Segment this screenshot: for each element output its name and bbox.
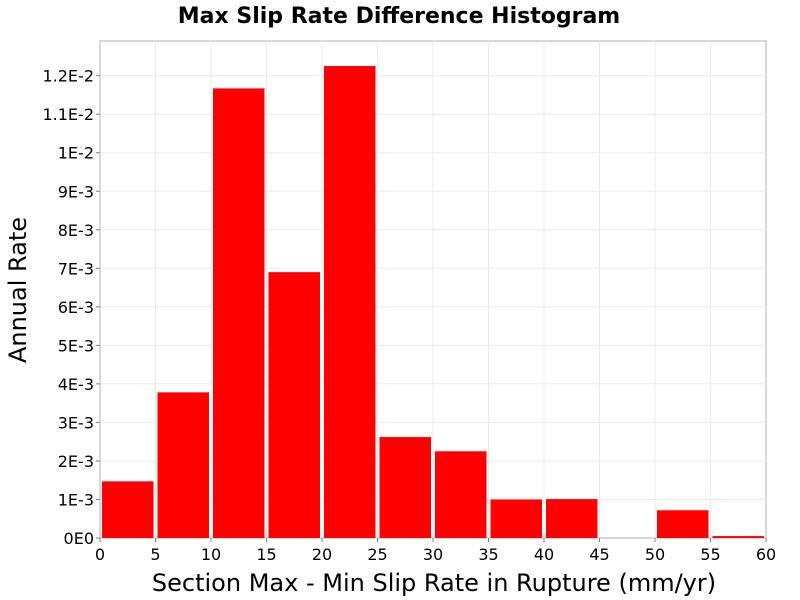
y-tick-label: 1E-2: [58, 144, 94, 163]
histogram-bar: [379, 437, 431, 538]
x-tick-label: 40: [534, 545, 554, 564]
y-axis-label: Annual Rate: [4, 217, 32, 363]
x-tick-label: 25: [367, 545, 387, 564]
y-tick-label: 7E-3: [58, 259, 94, 278]
x-tick-label: 60: [756, 545, 776, 564]
histogram-bar: [213, 88, 265, 539]
y-tick-label: 6E-3: [58, 298, 94, 317]
x-tick-label: 20: [312, 545, 332, 564]
y-axis-ticks: 0E0 1E-3 2E-3 3E-3 4E-3 5E-3 6E-3 7E-3 8E-3 9E-3 1…: [42, 67, 100, 548]
histogram-bar: [324, 66, 376, 538]
histogram-bar: [657, 510, 709, 538]
histogram-bar: [435, 451, 487, 538]
x-tick-label: 15: [256, 545, 276, 564]
y-tick-label: 4E-3: [58, 375, 94, 394]
histogram-bar: [268, 272, 320, 538]
y-tick-label: 5E-3: [58, 336, 94, 355]
histogram-bar: [712, 536, 764, 538]
y-tick-label: 1E-3: [58, 490, 94, 509]
x-tick-label: 5: [150, 545, 160, 564]
histogram-bar: [157, 392, 209, 538]
x-tick-label: 35: [478, 545, 498, 564]
x-tick-label: 0: [95, 545, 105, 564]
x-tick-label: 45: [589, 545, 609, 564]
histogram-bar: [546, 499, 598, 538]
x-tick-label: 10: [201, 545, 221, 564]
bars: [102, 66, 764, 539]
chart-title: Max Slip Rate Difference Histogram: [178, 4, 620, 29]
y-tick-label: 9E-3: [58, 182, 94, 201]
y-tick-label: 2E-3: [58, 452, 94, 471]
y-tick-label: 1.2E-2: [42, 67, 94, 86]
x-axis-label: Section Max - Min Slip Rate in Rupture (…: [152, 569, 716, 597]
grid-lines: [100, 41, 766, 538]
y-tick-label: 8E-3: [58, 221, 94, 240]
y-tick-label: 1.1E-2: [42, 105, 94, 124]
y-tick-label: 0E0: [64, 529, 94, 548]
x-tick-label: 50: [645, 545, 665, 564]
histogram-bar: [490, 499, 542, 538]
x-tick-label: 55: [700, 545, 720, 564]
y-tick-label: 3E-3: [58, 413, 94, 432]
x-tick-label: 30: [423, 545, 443, 564]
histogram-bar: [102, 481, 154, 538]
x-axis-ticks: 0 5 10 15 20 25 30 35 40 45 50 55 60: [95, 538, 776, 564]
